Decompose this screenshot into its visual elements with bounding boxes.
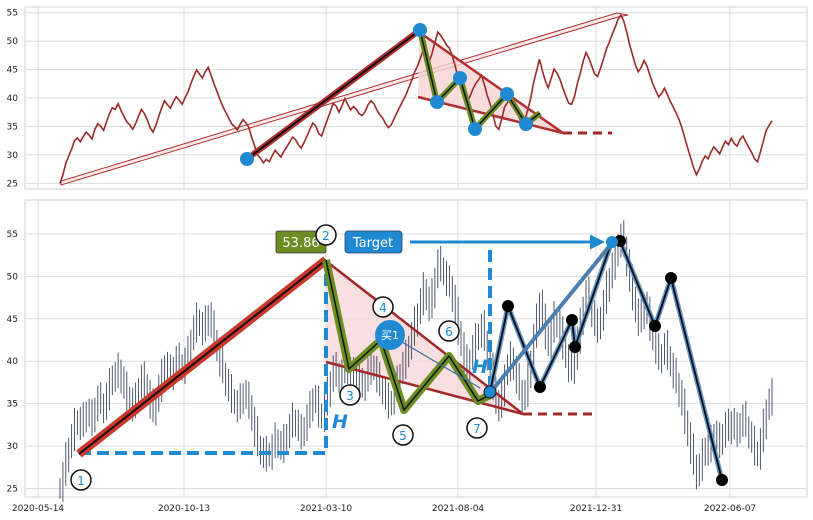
top-price-line bbox=[59, 13, 773, 184]
svg-text:3: 3 bbox=[346, 389, 354, 403]
bottom-ytick-label: 35 bbox=[7, 400, 18, 410]
bottom-rising-core bbox=[78, 259, 327, 455]
bottom-wave-zigzag-core bbox=[325, 259, 491, 411]
wave-number-2: 2 bbox=[315, 224, 337, 246]
top-marker bbox=[519, 117, 533, 131]
svg-text:1: 1 bbox=[77, 474, 85, 488]
target-label: Target bbox=[352, 236, 393, 251]
top-panel bbox=[59, 12, 773, 186]
pivot-dot bbox=[569, 341, 581, 353]
breakout-dot bbox=[483, 385, 497, 399]
target-label-box bbox=[344, 230, 403, 254]
top-rising-core bbox=[246, 29, 421, 160]
target-dot bbox=[606, 236, 618, 248]
top-ytick-label: 40 bbox=[7, 94, 19, 104]
top-marker bbox=[468, 122, 482, 136]
top-marker bbox=[430, 95, 444, 109]
svg-text:4: 4 bbox=[379, 301, 387, 315]
bottom-xtick-label: 2020-10-13 bbox=[158, 504, 210, 514]
bottom-xtick-label: 2021-03-10 bbox=[300, 504, 353, 514]
top-marker bbox=[413, 23, 427, 37]
bottom-ytick-label: 25 bbox=[7, 485, 18, 495]
wave-number-4: 4 bbox=[372, 296, 394, 318]
wave-number-3: 3 bbox=[339, 384, 361, 406]
pivot-dot bbox=[716, 474, 728, 486]
bottom-xtick-label: 2022-06-07 bbox=[704, 504, 756, 514]
pivot-dot bbox=[649, 320, 661, 332]
pivot-dot bbox=[665, 272, 677, 284]
buy-pointer-line bbox=[401, 341, 481, 389]
bottom-xtick-label: 2020-05-14 bbox=[12, 504, 65, 514]
bottom-ytick-label: 50 bbox=[7, 272, 19, 282]
wave-number-7: 7 bbox=[466, 417, 488, 439]
wave-number-5: 5 bbox=[392, 424, 414, 446]
top-marker bbox=[500, 87, 514, 101]
top-marker bbox=[240, 152, 254, 166]
top-ytick-label: 50 bbox=[7, 37, 19, 47]
svg-text:7: 7 bbox=[473, 422, 481, 436]
buy-marker bbox=[375, 320, 405, 350]
h-label-left: H bbox=[332, 411, 348, 433]
pivot-dot bbox=[502, 300, 514, 312]
h-measure-left bbox=[79, 261, 328, 455]
bottom-xtick-label: 2021-08-04 bbox=[432, 504, 485, 514]
post-zigzag bbox=[489, 240, 723, 481]
bottom-ytick-label: 45 bbox=[7, 315, 18, 325]
bottom-ytick-label: 40 bbox=[7, 357, 19, 367]
svg-text:5: 5 bbox=[399, 429, 407, 443]
bottom-ytick-label: 30 bbox=[7, 442, 19, 452]
top-marker bbox=[453, 71, 467, 85]
h-label-right: H bbox=[472, 356, 488, 378]
top-ytick-label: 35 bbox=[7, 122, 18, 132]
svg-text:6: 6 bbox=[445, 325, 453, 339]
price-label: 53.86 bbox=[282, 236, 319, 251]
wave-number-6: 6 bbox=[438, 320, 460, 342]
bottom-ytick-label: 55 bbox=[7, 230, 18, 240]
pivot-dot bbox=[566, 314, 578, 326]
top-ytick-label: 45 bbox=[7, 66, 18, 76]
pivot-dot bbox=[534, 381, 546, 393]
wave-number-1: 1 bbox=[70, 469, 92, 491]
bottom-xtick-label: 2021-12-31 bbox=[570, 504, 622, 514]
breakout-target-line bbox=[488, 241, 614, 395]
buy-label: 买1 bbox=[381, 329, 399, 342]
top-ytick-label: 30 bbox=[7, 151, 19, 161]
top-ytick-label: 55 bbox=[7, 9, 18, 19]
svg-text:2: 2 bbox=[322, 229, 330, 243]
top-ytick-label: 25 bbox=[7, 179, 18, 189]
bottom-panel: 53.86 Target 买1 H H 1 2 3 4 5 6 7 bbox=[59, 220, 773, 503]
